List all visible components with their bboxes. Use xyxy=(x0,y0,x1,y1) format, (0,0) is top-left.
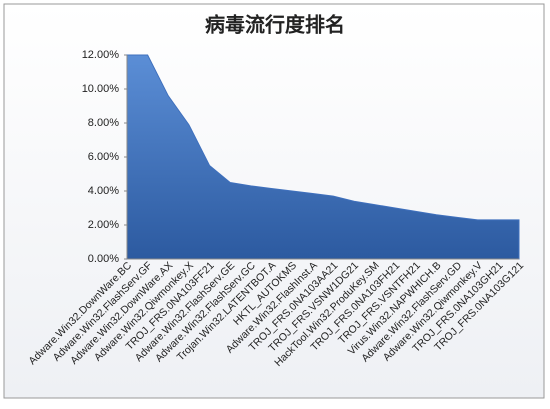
area xyxy=(126,54,520,260)
y-tick-label: 12.00% xyxy=(82,49,120,61)
y-tick-label: 4.00% xyxy=(88,185,119,197)
y-tick-label: 10.00% xyxy=(82,83,120,95)
y-tick-label: 8.00% xyxy=(88,117,119,129)
y-tick-label: 2.00% xyxy=(88,219,119,231)
y-tick-label: 0.00% xyxy=(88,253,119,265)
chart-title: 病毒流行度排名 xyxy=(205,12,345,36)
y-tick-label: 6.00% xyxy=(88,151,119,163)
